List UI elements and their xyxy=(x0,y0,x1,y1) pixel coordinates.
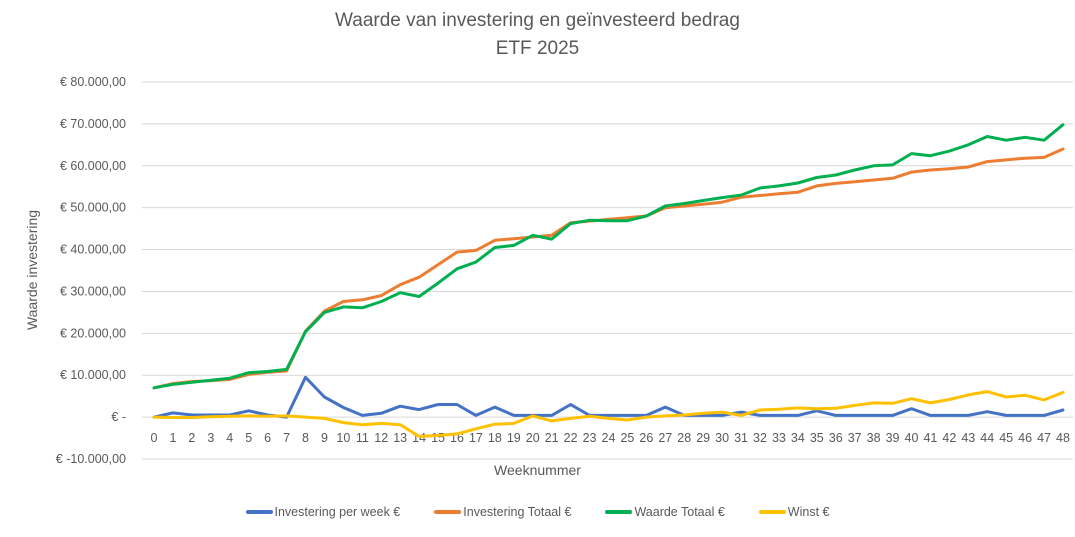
svg-text:4: 4 xyxy=(226,431,233,445)
legend-item-winst[interactable]: Winst € xyxy=(758,505,830,519)
svg-text:44: 44 xyxy=(980,431,994,445)
svg-text:42: 42 xyxy=(942,431,956,445)
legend: Investering per week € Investering Totaa… xyxy=(0,505,1075,519)
svg-text:€ 50.000,00: € 50.000,00 xyxy=(60,201,126,215)
svg-text:41: 41 xyxy=(923,431,937,445)
svg-text:21: 21 xyxy=(545,431,559,445)
legend-label: Investering Totaal € xyxy=(463,505,572,519)
legend-item-investering-per-week[interactable]: Investering per week € xyxy=(245,505,401,519)
svg-text:22: 22 xyxy=(564,431,578,445)
svg-text:19: 19 xyxy=(507,431,521,445)
legend-item-waarde-totaal[interactable]: Waarde Totaal € xyxy=(605,505,725,519)
legend-label: Waarde Totaal € xyxy=(634,505,725,519)
svg-text:11: 11 xyxy=(356,431,369,445)
svg-text:27: 27 xyxy=(658,431,672,445)
legend-swatch-yellow-icon xyxy=(758,510,786,514)
svg-text:10: 10 xyxy=(336,431,350,445)
svg-text:2: 2 xyxy=(188,431,195,445)
svg-text:40: 40 xyxy=(905,431,919,445)
svg-text:45: 45 xyxy=(999,431,1013,445)
svg-text:15: 15 xyxy=(431,431,445,445)
legend-label: Investering per week € xyxy=(274,505,401,519)
svg-text:28: 28 xyxy=(677,431,691,445)
legend-item-investering-totaal[interactable]: Investering Totaal € xyxy=(434,505,571,519)
svg-text:7: 7 xyxy=(283,431,290,445)
svg-text:€ 80.000,00: € 80.000,00 xyxy=(60,75,126,89)
svg-text:33: 33 xyxy=(772,431,786,445)
svg-text:12: 12 xyxy=(374,431,388,445)
svg-text:18: 18 xyxy=(488,431,502,445)
svg-text:0: 0 xyxy=(151,431,158,445)
svg-text:26: 26 xyxy=(639,431,653,445)
svg-text:46: 46 xyxy=(1018,431,1032,445)
svg-text:24: 24 xyxy=(602,431,616,445)
svg-text:39: 39 xyxy=(886,431,900,445)
chart-title: Waarde van investering en geïnvesteerd b… xyxy=(335,10,740,31)
svg-text:6: 6 xyxy=(264,431,271,445)
legend-swatch-green-icon xyxy=(605,510,633,514)
svg-text:37: 37 xyxy=(848,431,862,445)
svg-text:17: 17 xyxy=(469,431,483,445)
x-axis-label: Weeknummer xyxy=(494,462,581,478)
svg-text:36: 36 xyxy=(829,431,843,445)
svg-text:38: 38 xyxy=(867,431,881,445)
series-line xyxy=(152,123,1065,390)
svg-text:20: 20 xyxy=(526,431,540,445)
svg-text:€ 70.000,00: € 70.000,00 xyxy=(60,117,126,131)
svg-text:€ 40.000,00: € 40.000,00 xyxy=(60,243,126,257)
legend-swatch-orange-icon xyxy=(434,510,462,514)
svg-text:32: 32 xyxy=(753,431,767,445)
gridlines xyxy=(142,81,1073,460)
svg-text:5: 5 xyxy=(245,431,252,445)
svg-text:€ -10.000,00: € -10.000,00 xyxy=(56,452,126,466)
svg-text:34: 34 xyxy=(791,431,805,445)
svg-text:€ 30.000,00: € 30.000,00 xyxy=(60,284,126,298)
svg-text:31: 31 xyxy=(734,431,748,445)
svg-text:3: 3 xyxy=(207,431,214,445)
svg-text:€ -: € - xyxy=(111,410,126,424)
y-axis-ticks: € 80.000,00 € 70.000,00 € 60.000,00 € 50.00… xyxy=(56,75,126,466)
legend-swatch-blue-icon xyxy=(245,510,273,514)
series-line xyxy=(152,390,1065,438)
svg-text:€ 60.000,00: € 60.000,00 xyxy=(60,159,126,173)
x-axis-ticks: 0 1 2 3 4 5 6 7 8 9 10 11 12 13 14 15 16 17 18 19 20 21 22 23 24… xyxy=(151,431,1070,445)
svg-text:€ 20.000,00: € 20.000,00 xyxy=(60,326,126,340)
svg-text:€ 10.000,00: € 10.000,00 xyxy=(60,368,126,382)
series-line xyxy=(152,375,1065,419)
legend-label: Winst € xyxy=(787,505,830,519)
svg-text:30: 30 xyxy=(715,431,729,445)
svg-text:1: 1 xyxy=(169,431,176,445)
svg-text:23: 23 xyxy=(583,431,597,445)
series-lines xyxy=(152,123,1065,438)
svg-text:48: 48 xyxy=(1056,431,1070,445)
chart-subtitle: ETF 2025 xyxy=(495,38,580,59)
svg-text:9: 9 xyxy=(321,431,328,445)
svg-text:13: 13 xyxy=(393,431,407,445)
svg-text:47: 47 xyxy=(1037,431,1051,445)
svg-text:25: 25 xyxy=(620,431,634,445)
svg-text:43: 43 xyxy=(961,431,975,445)
svg-text:8: 8 xyxy=(302,431,309,445)
series-line xyxy=(152,147,1065,390)
svg-text:35: 35 xyxy=(810,431,824,445)
svg-text:29: 29 xyxy=(696,431,710,445)
